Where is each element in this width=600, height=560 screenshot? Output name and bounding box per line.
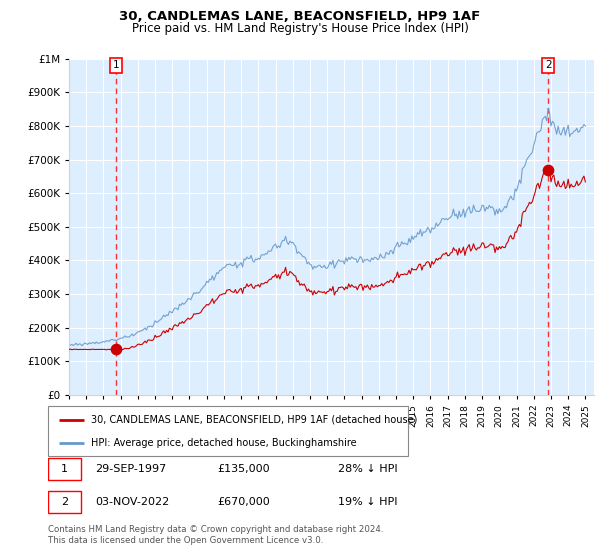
Point: [544, 165, 553, 174]
Text: 03-NOV-2022: 03-NOV-2022: [95, 497, 170, 507]
Text: 19% ↓ HPI: 19% ↓ HPI: [338, 497, 398, 507]
FancyBboxPatch shape: [48, 491, 81, 513]
Text: £135,000: £135,000: [217, 464, 269, 474]
Text: Contains HM Land Registry data © Crown copyright and database right 2024.
This d: Contains HM Land Registry data © Crown c…: [48, 525, 383, 545]
Text: £670,000: £670,000: [217, 497, 270, 507]
Text: 28% ↓ HPI: 28% ↓ HPI: [338, 464, 398, 474]
Text: 1: 1: [61, 464, 68, 474]
Point: [112, 345, 121, 354]
Text: HPI: Average price, detached house, Buckinghamshire: HPI: Average price, detached house, Buck…: [91, 438, 357, 448]
FancyBboxPatch shape: [48, 406, 408, 456]
Text: 30, CANDLEMAS LANE, BEACONSFIELD, HP9 1AF (detached house): 30, CANDLEMAS LANE, BEACONSFIELD, HP9 1A…: [91, 414, 418, 424]
Text: 2: 2: [545, 60, 551, 71]
Text: 2: 2: [61, 497, 68, 507]
Text: Price paid vs. HM Land Registry's House Price Index (HPI): Price paid vs. HM Land Registry's House …: [131, 22, 469, 35]
Text: 1: 1: [113, 60, 119, 71]
FancyBboxPatch shape: [48, 458, 81, 480]
Text: 30, CANDLEMAS LANE, BEACONSFIELD, HP9 1AF: 30, CANDLEMAS LANE, BEACONSFIELD, HP9 1A…: [119, 10, 481, 23]
Text: 29-SEP-1997: 29-SEP-1997: [95, 464, 167, 474]
